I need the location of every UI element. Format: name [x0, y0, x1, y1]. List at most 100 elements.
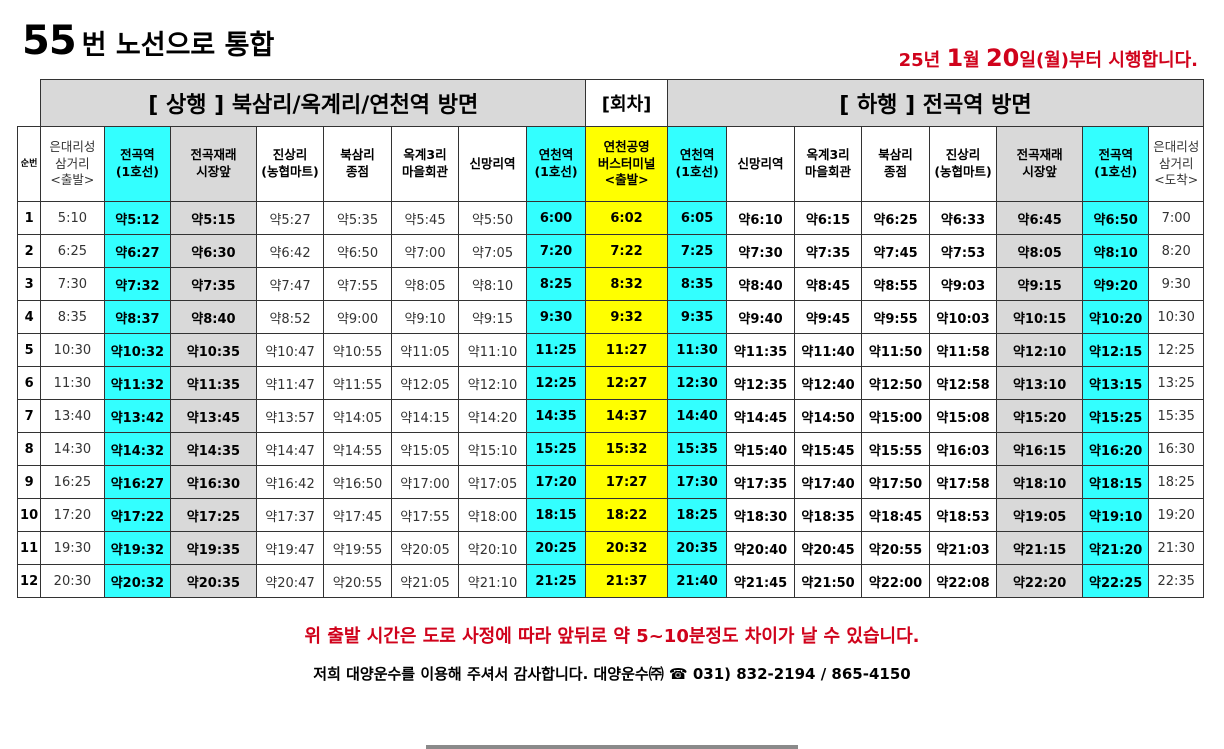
time-cell: 12:30 [666, 366, 728, 400]
row-number: 5 [16, 333, 42, 367]
stop-header: 신망리역 [458, 126, 527, 202]
time-cell: 약8:05 [390, 267, 460, 301]
title-text: 번 노선으로 통합 [81, 30, 275, 61]
time-cell: 20:35 [666, 531, 728, 565]
time-cell: 약10:03 [928, 300, 998, 334]
stop-header-row: 순번 은대리성 삼거리 <출발> 전곡역 (1호선) 전곡재래 시장앞 진상리 (농협마… [16, 126, 1204, 202]
time-cell: 약7:45 [861, 234, 930, 268]
time-cell: 약10:55 [323, 333, 392, 367]
time-cell: 15:25 [525, 432, 587, 466]
time-cell: 약7:35 [793, 234, 863, 268]
time-cell: 약11:55 [323, 366, 392, 400]
time-cell: 약12:58 [928, 366, 998, 400]
row-number: 11 [16, 531, 42, 565]
page-title: 55 번 노선으로 통합 [22, 18, 274, 64]
time-cell: 10:30 [40, 333, 105, 367]
company-contact: 저희 대양운수를 이용해 주셔서 감사합니다. 대양운수㈜ ☎ 031) 832… [313, 665, 911, 683]
time-cell: 약18:45 [861, 498, 930, 532]
time-cell: 21:25 [525, 564, 587, 598]
time-cell: 약22:20 [996, 564, 1083, 598]
time-cell: 약17:35 [726, 465, 795, 499]
time-cell: 21:40 [666, 564, 728, 598]
time-cell: 약7:53 [928, 234, 998, 268]
time-cell: 약7:47 [255, 267, 325, 301]
time-cell: 20:32 [585, 531, 668, 565]
stop-header: 연천공영 버스터미널 <출발> [585, 126, 668, 202]
time-cell: 약15:45 [793, 432, 863, 466]
timetable-body: 1 5:10 약5:12 약5:15 약5:27 약5:35 약5:45 약5:50 6:00 6… [16, 201, 1204, 598]
time-cell: 약11:35 [726, 333, 795, 367]
time-cell: 21:37 [585, 564, 668, 598]
effective-date-notice: 25년 1월 20일(월)부터 시행합니다. [898, 44, 1198, 72]
time-cell: 약9:45 [793, 300, 863, 334]
time-cell: 약19:10 [1081, 498, 1150, 532]
time-cell: 약16:15 [996, 432, 1083, 466]
stop-header: 은대리성 삼거리 <출발> [40, 126, 105, 202]
time-cell: 약14:32 [103, 432, 172, 466]
time-cell: 약7:05 [458, 234, 527, 268]
stop-header: 연천역 (1호선) [525, 126, 587, 202]
time-cell: 약20:55 [323, 564, 392, 598]
time-cell: 6:05 [666, 201, 728, 235]
time-cell: 약8:45 [793, 267, 863, 301]
time-cell: 약12:50 [861, 366, 930, 400]
time-cell: 약18:53 [928, 498, 998, 532]
time-cell: 6:02 [585, 201, 668, 235]
time-cell: 약21:10 [458, 564, 527, 598]
time-cell: 약10:47 [255, 333, 325, 367]
time-cell: 11:25 [525, 333, 587, 367]
time-cell: 약7:00 [390, 234, 460, 268]
time-cell: 약20:10 [458, 531, 527, 565]
time-cell: 약17:22 [103, 498, 172, 532]
time-cell: 약20:35 [170, 564, 257, 598]
time-cell: 약19:35 [170, 531, 257, 565]
time-cell: 약11:50 [861, 333, 930, 367]
time-cell: 18:25 [666, 498, 728, 532]
time-cell: 약8:37 [103, 300, 172, 334]
time-cell: 약9:55 [861, 300, 930, 334]
time-cell: 약18:35 [793, 498, 863, 532]
time-cell: 약16:20 [1081, 432, 1150, 466]
row-number: 7 [16, 399, 42, 433]
time-cell: 5:10 [40, 201, 105, 235]
row-number: 6 [16, 366, 42, 400]
time-cell: 6:00 [525, 201, 587, 235]
time-cell: 9:30 [1148, 267, 1204, 301]
time-cell: 약11:47 [255, 366, 325, 400]
table-row: 1 5:10 약5:12 약5:15 약5:27 약5:35 약5:45 약5:50 6:00 6… [16, 201, 1204, 235]
time-cell: 약16:50 [323, 465, 392, 499]
time-cell: 약9:03 [928, 267, 998, 301]
time-cell: 약12:35 [726, 366, 795, 400]
time-cell: 약6:50 [323, 234, 392, 268]
row-number: 1 [16, 201, 42, 235]
time-cell: 약6:30 [170, 234, 257, 268]
time-cell: 약15:20 [996, 399, 1083, 433]
time-cell: 약21:05 [390, 564, 460, 598]
time-cell: 약17:45 [323, 498, 392, 532]
upbound-header: [ 상행 ] 북삼리/옥계리/연천역 방면 [40, 79, 587, 127]
table-row: 7 13:40 약13:42 약13:45 약13:57 약14:05 약14:15 약14:… [16, 399, 1204, 433]
time-cell: 약5:45 [390, 201, 460, 235]
time-cell: 약20:05 [390, 531, 460, 565]
time-cell: 약11:10 [458, 333, 527, 367]
stop-header: 전곡재래 시장앞 [996, 126, 1083, 202]
time-cell: 8:35 [40, 300, 105, 334]
time-cell: 약19:05 [996, 498, 1083, 532]
time-cell: 약6:25 [861, 201, 930, 235]
time-cell: 약7:32 [103, 267, 172, 301]
stop-header: 옥계3리 마을회관 [793, 126, 863, 202]
time-cell: 16:30 [1148, 432, 1204, 466]
time-cell: 약21:20 [1081, 531, 1150, 565]
time-cell: 약14:45 [726, 399, 795, 433]
route-number: 55 [22, 18, 77, 64]
time-cell: 약13:15 [1081, 366, 1150, 400]
stop-header: 북삼리 종점 [861, 126, 930, 202]
time-cell: 약6:15 [793, 201, 863, 235]
stop-header: 전곡역 (1호선) [1081, 126, 1150, 202]
time-cell: 15:32 [585, 432, 668, 466]
time-cell: 17:27 [585, 465, 668, 499]
time-cell: 약15:55 [861, 432, 930, 466]
time-cell: 20:30 [40, 564, 105, 598]
time-cell: 약22:00 [861, 564, 930, 598]
time-cell: 약18:10 [996, 465, 1083, 499]
